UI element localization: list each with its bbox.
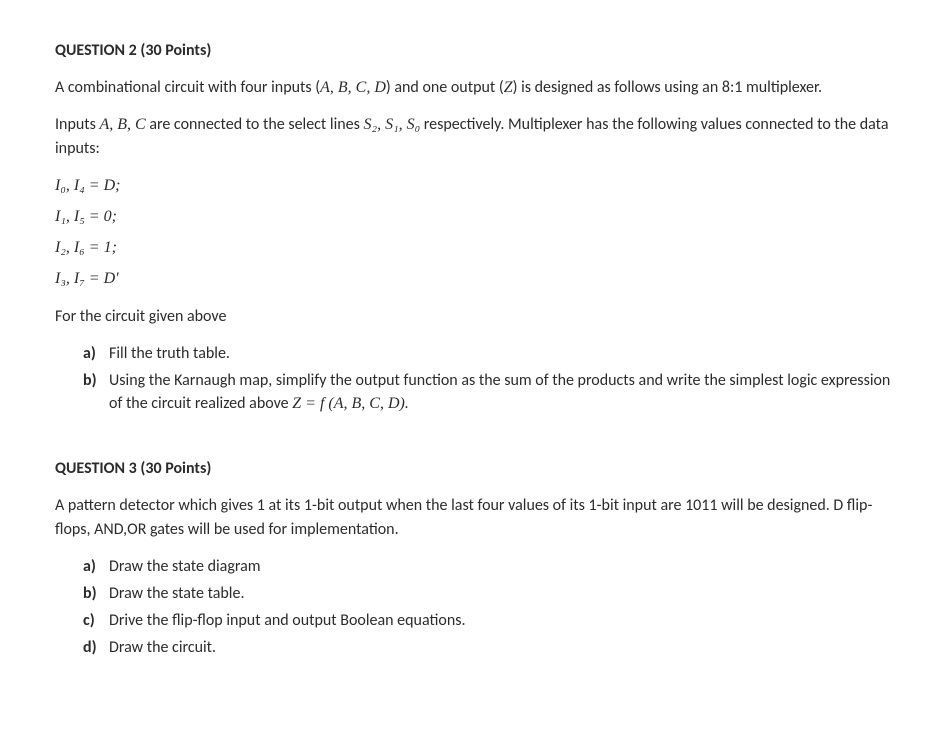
q3-part-c: c) Drive the flip-flop input and output … xyxy=(83,609,895,632)
text: A combinational circuit with four inputs… xyxy=(55,78,320,97)
q3-part-a: a) Draw the state diagram xyxy=(83,555,895,578)
q3-part-b: b) Draw the state table. xyxy=(83,582,895,605)
list-marker: b) xyxy=(83,369,109,415)
list-marker: a) xyxy=(83,342,109,365)
inline-expression: Z = f (A, B, C, D). xyxy=(292,395,409,412)
text: ) and one output ( xyxy=(386,78,504,97)
text: are connected to the select lines xyxy=(146,115,364,134)
list-body: Drive the flip-flop input and output Boo… xyxy=(109,609,895,632)
list-marker: d) xyxy=(83,636,109,659)
list-body: Using the Karnaugh map, simplify the out… xyxy=(109,369,895,415)
list-marker: c) xyxy=(83,609,109,632)
list-body: Fill the truth table. xyxy=(109,342,895,365)
q2-equation-4: I₃, I₇ = D′ xyxy=(55,267,895,290)
list-body: Draw the circuit. xyxy=(109,636,895,659)
q2-paragraph-3: For the circuit given above xyxy=(55,305,895,328)
list-marker: a) xyxy=(83,555,109,578)
list-body: Draw the state table. xyxy=(109,582,895,605)
q2-part-a: a) Fill the truth table. xyxy=(83,342,895,365)
q2-paragraph-1: A combinational circuit with four inputs… xyxy=(55,76,895,99)
q2-equation-1: I₀, I₄ = D; xyxy=(55,174,895,197)
q2-paragraph-2: Inputs A, B, C are connected to the sele… xyxy=(55,113,895,159)
text: Inputs xyxy=(55,115,99,134)
text: Using the Karnaugh map, simplify the out… xyxy=(109,371,890,413)
inline-vars: A, B, C xyxy=(99,116,145,133)
q3-part-d: d) Draw the circuit. xyxy=(83,636,895,659)
q2-part-b: b) Using the Karnaugh map, simplify the … xyxy=(83,369,895,415)
q2-equation-3: I₂, I₆ = 1; xyxy=(55,236,895,259)
text: ) is designed as follows using an 8:1 mu… xyxy=(513,78,822,97)
spacer xyxy=(55,421,895,443)
q3-paragraph-1: A pattern detector which gives 1 at its … xyxy=(55,494,895,540)
inline-vars: A, B, C, D xyxy=(320,79,386,96)
inline-select-lines: S₂, S₁, S₀ xyxy=(364,116,421,133)
q3-subparts: a) Draw the state diagram b) Draw the st… xyxy=(83,555,895,660)
q3-heading: QUESTION 3 (30 Points) xyxy=(55,457,895,480)
q2-subparts: a) Fill the truth table. b) Using the Ka… xyxy=(83,342,895,416)
list-marker: b) xyxy=(83,582,109,605)
inline-output-var: Z xyxy=(504,79,513,96)
q2-heading: QUESTION 2 (30 Points) xyxy=(55,39,895,62)
q2-equation-2: I₁, I₅ = 0; xyxy=(55,205,895,228)
list-body: Draw the state diagram xyxy=(109,555,895,578)
